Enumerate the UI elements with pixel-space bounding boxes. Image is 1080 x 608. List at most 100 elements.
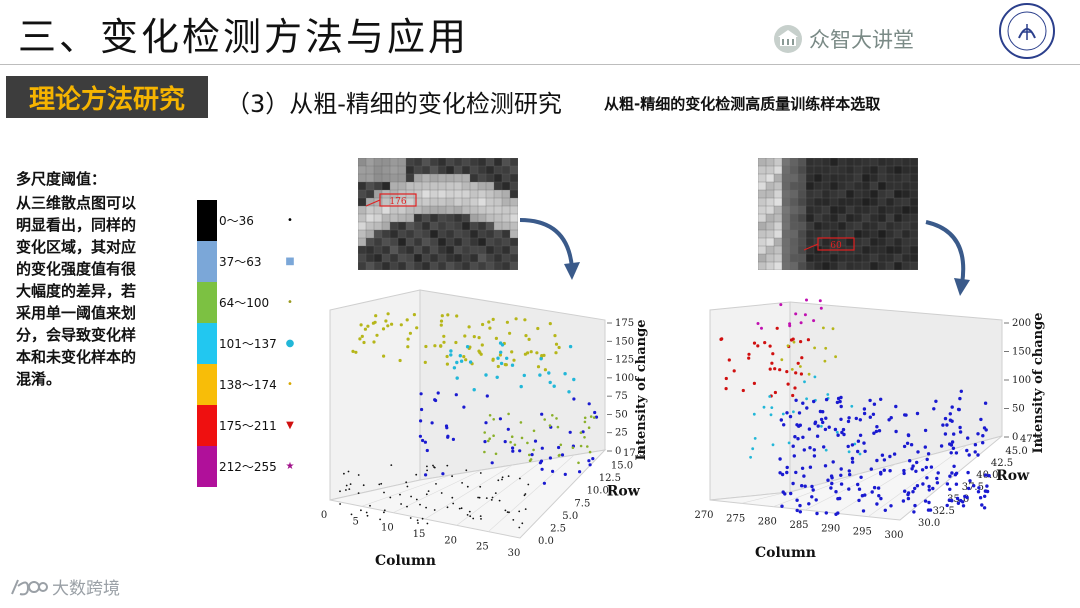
pixel-cell — [822, 190, 830, 198]
scatter-point — [813, 421, 817, 426]
scatter-point — [494, 452, 498, 456]
pixel-cell — [838, 166, 846, 174]
scatter-point — [505, 356, 509, 360]
pixel-cell — [454, 222, 462, 230]
pixel-cell — [838, 222, 846, 230]
scatter-point — [415, 326, 419, 330]
pixel-cell — [374, 262, 382, 270]
scatter-point — [581, 430, 585, 434]
scatter-point — [868, 415, 872, 419]
scatter-point — [461, 482, 463, 484]
scatter-point — [579, 431, 583, 434]
scatter-point — [812, 454, 817, 458]
pixel-cell — [510, 262, 518, 270]
pixel-cell — [366, 254, 374, 262]
pixel-cell — [414, 198, 422, 206]
pixel-cell — [510, 230, 518, 238]
legend-marker: ▼ — [286, 420, 294, 431]
scatter-point — [983, 401, 988, 405]
legend-item: 175～211 ▼ — [197, 405, 301, 446]
watermark: 大数跨境 — [8, 574, 120, 599]
pixel-cell — [838, 190, 846, 198]
scatter-point — [798, 503, 802, 508]
pixel-cell — [894, 246, 902, 254]
pixel-cell — [870, 254, 878, 262]
pixel-cell — [774, 222, 782, 230]
scatter-point — [369, 504, 371, 507]
pixel-cell — [382, 230, 390, 238]
scatter-point — [920, 468, 925, 472]
pixel-cell — [406, 246, 414, 254]
pixel-cell — [486, 246, 494, 254]
pixel-cell — [414, 246, 422, 254]
scatter-point — [879, 496, 883, 501]
explanation-line: 混淆。 — [16, 370, 62, 388]
scatter-point — [732, 369, 736, 373]
watermark-text: 大数跨境 — [52, 579, 120, 599]
pixel-cell — [430, 230, 438, 238]
pixel-cell — [790, 230, 798, 238]
pixel-cell — [886, 182, 894, 190]
pixel-cell — [478, 246, 486, 254]
section-subtitle: （3）从粗-精细的变化检测研究 — [226, 90, 562, 118]
scatter-point — [406, 505, 408, 508]
scatter-point — [519, 384, 523, 389]
scatter-point — [768, 344, 772, 348]
pixel-cell — [814, 198, 822, 206]
scatter-point — [853, 442, 857, 446]
scatter-point — [424, 344, 428, 349]
scatter-point — [932, 407, 936, 411]
scatter-point — [778, 457, 782, 461]
scatter-point — [763, 341, 767, 345]
scatter-point — [839, 404, 843, 409]
pixel-cell — [830, 254, 838, 262]
scatter-point — [856, 439, 861, 443]
scatter-point — [752, 341, 757, 345]
image-patch-1: 176 — [358, 158, 518, 270]
scatter-point — [360, 509, 362, 512]
scatter-point — [935, 481, 940, 485]
scatter-point — [826, 393, 830, 396]
scatter-point — [406, 337, 410, 341]
scatter-point — [808, 465, 813, 469]
scatter-point — [799, 340, 803, 344]
scatter-point — [466, 514, 469, 516]
scatter-point — [912, 510, 916, 514]
pixel-cell — [774, 254, 782, 262]
pixel-cell — [838, 262, 846, 270]
scatter-point — [536, 326, 540, 331]
scatter-point — [508, 511, 510, 514]
pixel-cell — [390, 238, 398, 246]
pixel-cell — [382, 214, 390, 222]
scatter-point — [982, 506, 987, 510]
scatter-point — [479, 472, 482, 474]
pixel-cell — [390, 230, 398, 238]
scatter-point — [433, 398, 437, 402]
scatter-point — [954, 451, 959, 455]
y-tick-label: 10.0 — [587, 486, 609, 497]
scatter-point — [372, 340, 376, 344]
scatter-point — [823, 464, 828, 468]
scatter-point — [430, 421, 434, 425]
pixel-cell — [838, 230, 846, 238]
scatter-point — [803, 484, 807, 488]
scatter-point — [958, 425, 962, 430]
scatter-point — [357, 474, 360, 476]
pixel-cell — [798, 214, 806, 222]
scatter-point — [478, 351, 482, 355]
pixel-cell — [758, 174, 766, 182]
scatter-point — [967, 486, 971, 491]
scatter-point — [386, 324, 390, 328]
scatter-point — [862, 411, 867, 416]
scatter-point — [510, 435, 514, 438]
scatter-point — [981, 434, 985, 438]
scatter-point — [499, 361, 504, 366]
legend-item: 212～255 ★ — [197, 446, 301, 487]
scatter-point — [785, 470, 789, 475]
pixel-cell — [822, 254, 830, 262]
pixel-cell — [374, 230, 382, 238]
pixel-cell — [782, 246, 790, 254]
floor-grid — [361, 474, 451, 507]
scatter-point — [847, 487, 851, 491]
scatter-point — [557, 345, 561, 350]
